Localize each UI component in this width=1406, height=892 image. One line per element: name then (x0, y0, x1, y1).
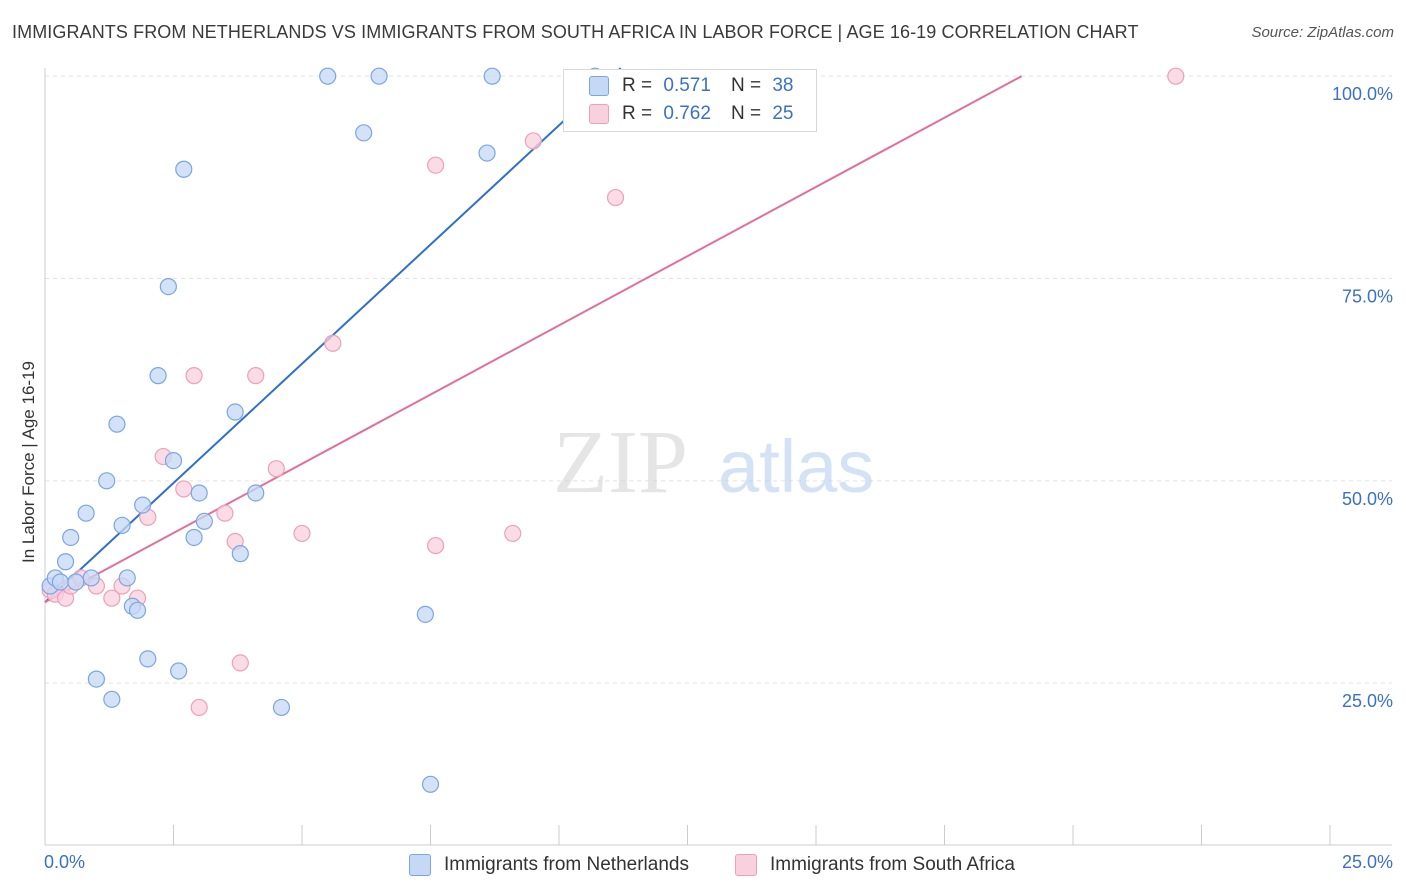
south-africa-point (175, 480, 193, 498)
south-africa-point (324, 334, 342, 352)
x-tick-label-max: 25.0% (1342, 852, 1393, 872)
netherlands-point (108, 415, 126, 433)
netherlands-point (272, 698, 291, 717)
netherlands-point (134, 496, 152, 514)
netherlands-point (483, 67, 501, 85)
gridlines (45, 75, 1392, 684)
netherlands-point (231, 545, 249, 563)
watermark-zip: ZIP (553, 413, 688, 512)
netherlands-point (185, 528, 203, 547)
south-africa-point (293, 524, 311, 543)
netherlands-point (87, 670, 106, 688)
netherlands-point (421, 775, 440, 793)
south-africa-point (247, 367, 265, 385)
netherlands-point (103, 690, 121, 708)
netherlands-point (128, 601, 147, 619)
netherlands-point (159, 277, 177, 296)
legend-n-value: 25 (772, 103, 794, 124)
netherlands-point (164, 451, 183, 470)
south-africa-point (524, 132, 542, 150)
y-axis-label: In Labor Force | Age 16-19 (19, 361, 38, 563)
legend-r-value: 0.762 (663, 103, 711, 124)
y-tick-label: 75.0% (1342, 287, 1393, 307)
netherlands-point (118, 569, 136, 587)
x-tick-label-min: 0.0% (44, 852, 85, 872)
y-tick-label: 50.0% (1342, 489, 1393, 509)
y-tick-label: 25.0% (1342, 691, 1393, 711)
legend-label-south-africa: Immigrants from South Africa (770, 854, 1015, 875)
netherlands-point (149, 367, 167, 385)
legend-swatch-blue (409, 854, 431, 876)
netherlands-point (170, 662, 188, 680)
netherlands-point (56, 553, 75, 571)
legend-item-netherlands: Immigrants from Netherlands (409, 852, 689, 878)
south-africa-point (427, 156, 445, 174)
south-africa-point (231, 654, 249, 672)
netherlands-point (190, 484, 208, 502)
legend-r-label: R = (622, 103, 653, 124)
legend-n-label: N = (730, 75, 762, 96)
netherlands-point (62, 528, 80, 547)
netherlands-point (355, 124, 373, 142)
netherlands-point (175, 160, 193, 178)
source-credit: Source: ZipAtlas.com (1251, 24, 1394, 41)
netherlands-point (113, 516, 131, 534)
netherlands-point (82, 569, 100, 587)
legend-row-netherlands: R = 0.571 N = 38 (564, 73, 793, 99)
legend-swatch-blue (589, 76, 609, 96)
legend-n-value: 38 (772, 75, 794, 96)
stats-legend: R = 0.571 N = 38 R = 0.762 N = 25 (563, 69, 817, 132)
netherlands-point (247, 484, 265, 502)
y-tick-label: 100.0% (1332, 84, 1393, 104)
netherlands-point (195, 512, 213, 530)
netherlands-point (226, 403, 244, 421)
netherlands-point (319, 67, 337, 85)
legend-r-value: 0.571 (663, 75, 711, 96)
netherlands-point (139, 650, 157, 668)
watermark-atlas: atlas (718, 425, 874, 508)
points (41, 67, 1185, 793)
netherlands-point (51, 573, 70, 591)
south-africa-point (216, 504, 234, 522)
netherlands-point (77, 504, 95, 522)
legend-r-label: R = (622, 75, 653, 96)
south-africa-point (267, 460, 285, 478)
legend-item-south-africa: Immigrants from South Africa (735, 852, 1015, 878)
legend-row-south-africa: R = 0.762 N = 25 (564, 101, 793, 127)
legend-n-label: N = (730, 103, 762, 124)
south-africa-point (1167, 67, 1185, 85)
netherlands-point (478, 144, 496, 162)
netherlands-point (416, 605, 434, 623)
chart-title: IMMIGRANTS FROM NETHERLANDS VS IMMIGRANT… (12, 22, 1139, 42)
legend-swatch-pink (589, 104, 609, 124)
netherlands-point (370, 67, 388, 85)
south-africa-point (185, 367, 203, 385)
south-africa-point (606, 188, 625, 207)
netherlands-point (98, 472, 116, 490)
y-tick-labels: 25.0% 50.0% 75.0% 100.0% (1332, 84, 1393, 711)
south-africa-point (427, 536, 445, 555)
south-africa-point (190, 698, 208, 717)
x-axis (44, 68, 1392, 846)
netherlands-point (67, 573, 85, 591)
south-africa-point (103, 589, 121, 607)
legend-label-netherlands: Immigrants from Netherlands (444, 854, 689, 875)
south-africa-trend-line (44, 75, 1023, 604)
legend-swatch-pink (735, 854, 757, 876)
south-africa-point (504, 524, 522, 543)
